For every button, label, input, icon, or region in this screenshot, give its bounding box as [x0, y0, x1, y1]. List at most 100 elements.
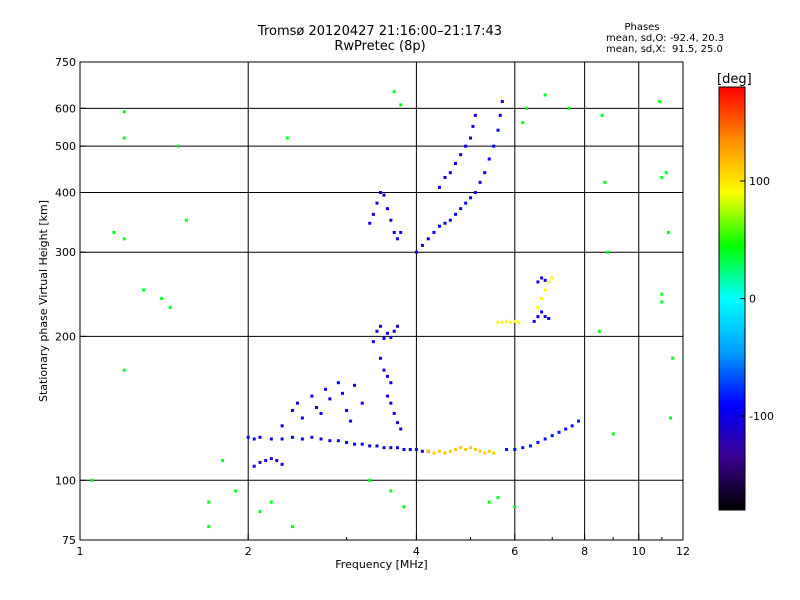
data-point [498, 113, 502, 117]
data-point [478, 449, 482, 453]
data-point [517, 320, 521, 324]
data-point [290, 525, 294, 529]
data-point [471, 124, 475, 128]
data-point [314, 405, 318, 409]
data-point [469, 446, 473, 450]
data-point [513, 447, 517, 451]
data-point [540, 276, 544, 280]
data-point [528, 444, 532, 448]
data-point [269, 500, 273, 504]
data-point [464, 144, 468, 148]
data-point [543, 315, 547, 319]
y-tick-label: 750 [55, 56, 76, 69]
data-point [500, 100, 504, 104]
grid-lines [80, 62, 683, 540]
data-point [207, 525, 211, 529]
data-point [252, 437, 256, 441]
data-point [432, 451, 436, 455]
data-point [122, 368, 126, 372]
data-point [290, 435, 294, 439]
data-point [536, 280, 540, 284]
data-point [371, 212, 375, 216]
data-point [603, 180, 607, 184]
data-point [664, 171, 668, 175]
data-point [540, 297, 544, 301]
data-point [385, 374, 389, 378]
data-point [550, 434, 554, 438]
data-point [90, 478, 94, 482]
data-point [492, 451, 496, 455]
plot-frame [79, 61, 684, 541]
data-point [323, 387, 327, 391]
data-point [426, 449, 430, 453]
chart-title: Tromsø 20120427 21:16:00–21:17:43 [257, 24, 503, 39]
data-point [252, 464, 256, 468]
data-point [426, 237, 430, 241]
data-point [448, 449, 452, 453]
data-point [371, 340, 375, 344]
data-point [392, 411, 396, 415]
data-point [112, 230, 116, 234]
data-point [234, 489, 238, 493]
data-point [408, 447, 412, 451]
data-point [382, 193, 386, 197]
data-point [567, 106, 571, 110]
data-point [513, 319, 517, 323]
data-point [536, 315, 540, 319]
data-point [379, 324, 383, 328]
data-point [269, 457, 273, 461]
y-axis-ticks: 75 100 200 300 400 500 600 750 [55, 56, 86, 547]
data-point [438, 224, 442, 228]
data-point [483, 451, 487, 455]
data-point [438, 449, 442, 453]
data-point [513, 505, 517, 509]
data-point [368, 444, 372, 448]
colorbar-ticks: 100 0 -100 [740, 175, 774, 423]
data-point [258, 510, 262, 514]
data-point [375, 444, 379, 448]
stats-line-x: mean, sd,X: 91.5, 25.0 [606, 44, 723, 55]
data-point [496, 128, 500, 132]
data-point [496, 496, 500, 500]
data-point [505, 447, 509, 451]
x-tick-label: 1 [77, 545, 84, 558]
data-point [487, 157, 491, 161]
data-point [521, 121, 525, 125]
data-point [336, 439, 340, 443]
data-point [469, 196, 473, 200]
data-point [385, 331, 389, 335]
data-point [368, 478, 372, 482]
x-tick-label: 2 [245, 545, 252, 558]
data-point [122, 237, 126, 241]
data-point [360, 442, 364, 446]
data-point [168, 305, 172, 309]
x-tick-label: 8 [581, 545, 588, 558]
data-point [505, 319, 509, 323]
data-point [345, 408, 349, 412]
data-point [420, 449, 424, 453]
y-axis-label: Stationary phase Virtual Height [km] [37, 200, 50, 402]
y-tick-label: 300 [55, 246, 76, 259]
data-point [557, 430, 561, 434]
colorbar-tick-label: 100 [749, 175, 770, 188]
data-point [353, 442, 357, 446]
data-point [606, 250, 610, 254]
data-point [547, 280, 551, 284]
x-tick-label: 10 [632, 545, 646, 558]
x-tick-label: 4 [413, 545, 420, 558]
data-point [496, 320, 500, 324]
data-point [395, 237, 399, 241]
data-point [443, 175, 447, 179]
data-point [300, 416, 304, 420]
data-point [280, 424, 284, 428]
data-point [122, 136, 126, 140]
data-point [550, 276, 554, 280]
data-points [90, 90, 675, 529]
data-point [564, 427, 568, 431]
data-point [345, 440, 349, 444]
y-tick-label: 400 [55, 186, 76, 199]
data-point [459, 207, 463, 211]
data-point [576, 419, 580, 423]
data-point [536, 440, 540, 444]
data-point [275, 458, 279, 462]
